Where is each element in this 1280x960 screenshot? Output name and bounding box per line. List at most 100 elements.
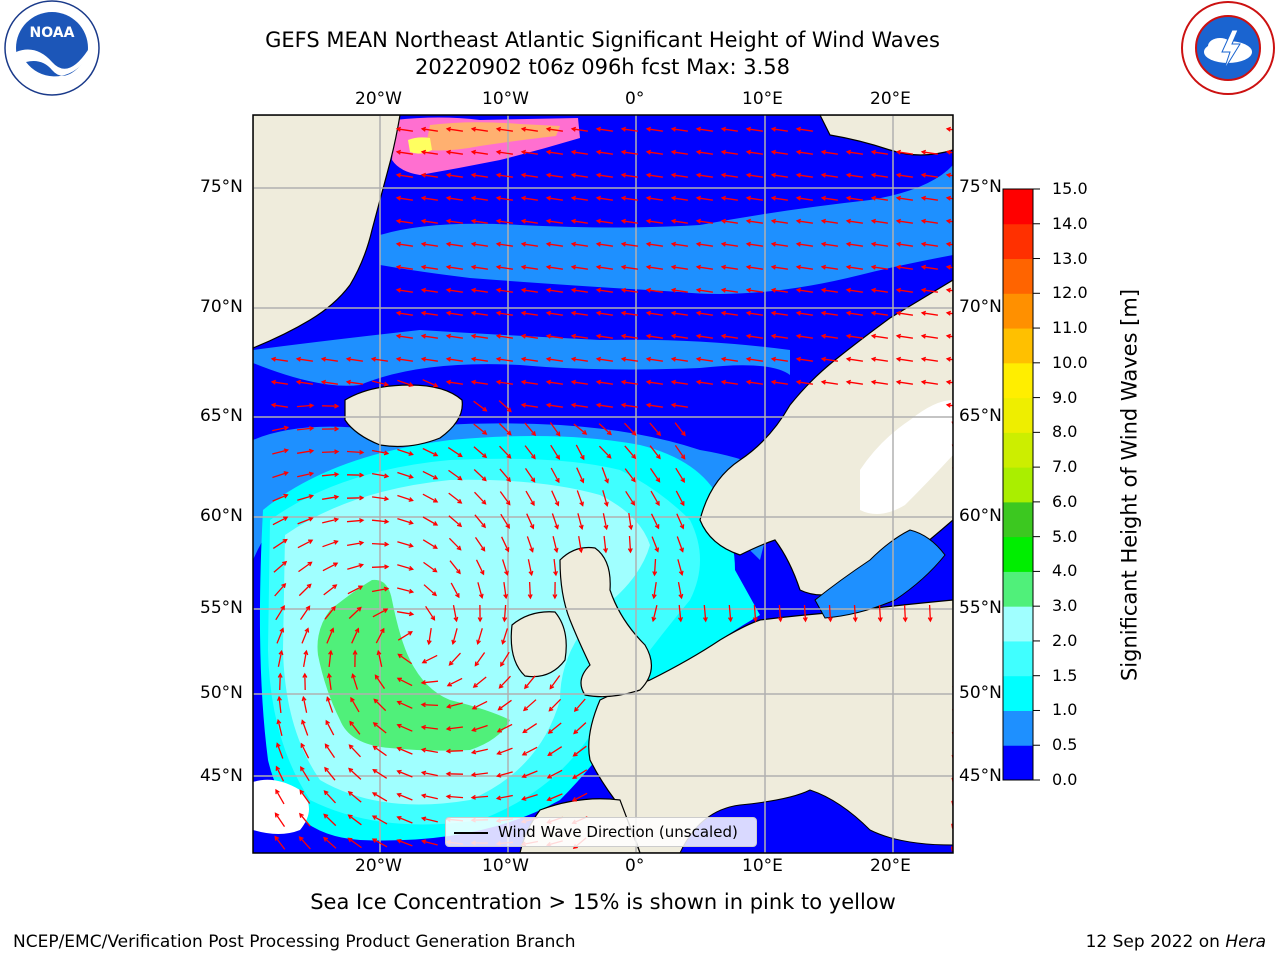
wave-direction-arrowhead (480, 546, 486, 552)
wave-direction-arrow (573, 722, 587, 734)
wave-direction-arrow (272, 471, 288, 479)
wave-direction-arrow (624, 468, 636, 482)
wave-direction-arrowhead (359, 495, 365, 501)
wave-direction-arrow (372, 358, 388, 362)
wave-direction-arrow (272, 539, 288, 549)
wave-direction-arrowhead (549, 684, 555, 690)
wave-direction-arrowhead (570, 149, 577, 155)
wave-direction-arrowhead (945, 195, 952, 201)
wave-direction-arrowhead (495, 172, 502, 178)
colorbar-segment (1003, 293, 1033, 329)
wave-direction-arrowhead (945, 264, 952, 270)
wave-direction-arrow (447, 677, 463, 687)
wave-direction-arrow (272, 494, 288, 502)
wave-direction-arrowhead (570, 402, 577, 408)
wave-direction-arrowhead (820, 241, 827, 247)
wave-direction-arrow (572, 174, 588, 178)
wave-direction-arrowhead (573, 706, 579, 713)
colorbar-frame (1002, 188, 1034, 781)
wave-direction-arrowhead (420, 264, 427, 270)
wave-direction-arrow (647, 197, 663, 201)
wave-direction-arrowhead (554, 524, 559, 530)
producer-credit: NCEP/EMC/Verification Post Processing Pr… (13, 932, 576, 952)
wave-direction-arrow (625, 490, 635, 506)
wave-direction-arrowhead (603, 501, 609, 508)
wave-direction-arrowhead (495, 356, 502, 362)
wave-direction-arrow (722, 151, 738, 155)
wave-direction-arrow (397, 631, 413, 641)
wave-direction-arrowhead (301, 695, 307, 702)
wave-direction-arrow (622, 151, 638, 155)
wave-direction-arrowhead (395, 218, 402, 224)
wave-direction-arrowhead (570, 287, 577, 293)
wave-direction-arrow (601, 467, 609, 483)
wave-direction-arrowhead (595, 195, 602, 201)
lat-tick: 75°N (959, 177, 1002, 197)
wave-direction-arrow (577, 513, 583, 529)
wave-direction-arrow (597, 174, 613, 178)
lat-tick: 55°N (959, 598, 1002, 618)
wave-direction-arrow (422, 516, 438, 526)
wave-direction-arrowhead (420, 770, 427, 776)
wave-direction-arrow (324, 606, 336, 620)
wave-direction-arrow (299, 790, 311, 804)
wave-direction-arrowhead (655, 500, 660, 507)
wave-direction-arrowhead (745, 356, 752, 362)
wave-direction-arrowhead (895, 218, 902, 224)
wave-direction-arrowhead (333, 540, 339, 545)
wave-direction-arrowhead (520, 379, 527, 385)
wave-band-0.5 (380, 165, 953, 294)
wave-direction-arrow (472, 151, 488, 155)
wave-direction-arrowhead (498, 683, 504, 689)
wave-direction-arrowhead (702, 617, 708, 623)
wave-direction-arrowhead (431, 591, 438, 597)
wave-direction-arrowhead (370, 356, 377, 362)
wave-direction-arrowhead (445, 149, 452, 155)
wave-direction-arrowhead (432, 521, 439, 526)
wave-direction-arrowhead (545, 264, 552, 270)
wave-direction-arrow (473, 423, 487, 435)
wave-direction-arrow (347, 381, 363, 385)
run-host: Hera (1225, 932, 1266, 952)
wave-direction-arrowhead (945, 149, 952, 155)
lon-tick: 0° (625, 856, 645, 876)
wave-direction-arrow (547, 404, 563, 408)
wave-direction-arrow (603, 535, 607, 553)
wave-direction-arrowhead (326, 672, 332, 679)
colorbar-tick-label: 1.5 (1052, 665, 1078, 685)
wave-direction-arrowhead (670, 333, 677, 339)
wave-direction-arrowhead (495, 149, 502, 155)
wave-direction-arrowhead (545, 149, 552, 155)
wave-direction-arrow (522, 174, 538, 178)
wave-direction-arrow (497, 794, 513, 800)
wave-direction-arrowhead (680, 454, 686, 460)
wave-direction-arrow (753, 604, 757, 622)
wave-direction-arrowhead (954, 525, 958, 529)
wave-direction-arrow (547, 128, 563, 132)
wave-direction-arrow (273, 561, 287, 573)
wave-direction-arrowhead (651, 616, 657, 623)
wave-direction-arrow (797, 243, 813, 247)
lon-tick: 10°E (742, 856, 783, 876)
wave-direction-arrow (372, 608, 388, 618)
wave-direction-arrow (622, 243, 638, 247)
wave-direction-arrowhead (582, 430, 588, 435)
wave-direction-arrowhead (920, 218, 927, 224)
wave-direction-arrow (872, 174, 888, 178)
colorbar-tick-label: 10.0 (1052, 352, 1088, 372)
wave-direction-arrow (346, 450, 364, 454)
wave-direction-arrowhead (870, 356, 877, 362)
wave-direction-arrow (452, 628, 458, 644)
wave-direction-arrowhead (520, 172, 527, 178)
wave-direction-arrow (772, 243, 788, 247)
wave-direction-arrowhead (308, 448, 315, 454)
wave-direction-arrowhead (795, 195, 802, 201)
wave-direction-arrow (647, 266, 663, 270)
wave-direction-arrow (672, 381, 688, 385)
colorbar-segment (1003, 606, 1033, 642)
wave-direction-arrow (447, 358, 463, 362)
wave-direction-arrowhead (470, 287, 477, 293)
wave-direction-arrowhead (645, 356, 652, 362)
wave-direction-arrow (472, 266, 488, 270)
wave-direction-arrowhead (745, 310, 752, 316)
